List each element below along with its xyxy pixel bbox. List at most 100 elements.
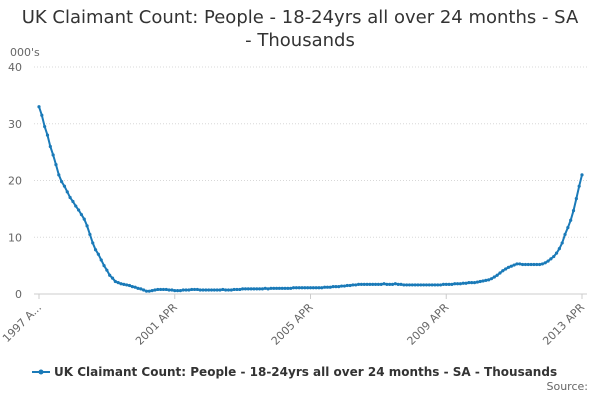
- point: [45, 133, 50, 137]
- point: [306, 286, 310, 290]
- point: [167, 288, 171, 292]
- point: [354, 283, 358, 287]
- point: [243, 287, 248, 291]
- point: [487, 278, 491, 282]
- point: [40, 113, 44, 117]
- point: [323, 285, 327, 289]
- point: [390, 282, 395, 286]
- point: [348, 283, 352, 288]
- point: [413, 283, 417, 287]
- point: [495, 273, 499, 277]
- y-tick-label: 10: [8, 231, 22, 244]
- point: [410, 283, 414, 287]
- point: [546, 259, 550, 263]
- point: [481, 279, 485, 283]
- y-tick-label: 0: [15, 288, 22, 301]
- point: [215, 288, 219, 292]
- point: [274, 286, 279, 290]
- point: [57, 173, 61, 177]
- x-tick-label: 2001 APR: [133, 301, 180, 348]
- point: [113, 279, 117, 284]
- y-tick-label: 30: [8, 118, 22, 131]
- point: [257, 287, 262, 291]
- point: [566, 226, 570, 230]
- point: [246, 287, 250, 291]
- point: [252, 287, 256, 291]
- point: [470, 281, 474, 285]
- point: [356, 282, 361, 286]
- point: [320, 286, 324, 290]
- point: [455, 282, 460, 286]
- point: [198, 288, 202, 292]
- point: [249, 287, 253, 291]
- point: [291, 286, 296, 290]
- point: [484, 278, 488, 282]
- point: [91, 241, 95, 245]
- point: [504, 267, 508, 271]
- point: [62, 184, 67, 188]
- point: [549, 257, 553, 261]
- point: [125, 283, 129, 287]
- point: [156, 287, 160, 292]
- point: [359, 282, 364, 286]
- point: [238, 287, 242, 292]
- point: [65, 190, 69, 194]
- point: [574, 197, 578, 201]
- point: [345, 283, 349, 288]
- point: [523, 262, 528, 267]
- point: [371, 282, 375, 286]
- point: [116, 281, 120, 285]
- point: [554, 251, 559, 255]
- point: [557, 247, 561, 251]
- point: [76, 208, 81, 212]
- point: [170, 288, 174, 292]
- point: [187, 288, 191, 292]
- point: [464, 281, 468, 285]
- point: [303, 286, 307, 290]
- point: [255, 287, 259, 291]
- point: [512, 263, 516, 267]
- point: [88, 232, 92, 237]
- legend-swatch-marker: [38, 369, 44, 375]
- point: [226, 288, 231, 292]
- point: [201, 288, 205, 292]
- point: [144, 289, 149, 293]
- point: [153, 288, 157, 292]
- point: [300, 286, 304, 290]
- point: [37, 105, 41, 109]
- point: [308, 286, 313, 290]
- point: [266, 287, 270, 291]
- point: [444, 282, 448, 286]
- x-tick-label: 1997 A...: [0, 301, 44, 345]
- point: [139, 287, 143, 291]
- point: [571, 208, 576, 213]
- point: [311, 286, 315, 290]
- point: [289, 286, 293, 290]
- point: [195, 287, 199, 292]
- point: [314, 286, 318, 290]
- x-tick-label: 2009 APR: [404, 301, 451, 348]
- point: [422, 283, 426, 287]
- point: [294, 286, 298, 290]
- x-tick-label: 2013 APR: [540, 301, 587, 348]
- y-tick-label: 20: [8, 175, 22, 188]
- point: [147, 289, 151, 293]
- point: [472, 281, 477, 285]
- point: [232, 287, 236, 292]
- point: [518, 262, 522, 266]
- point: [342, 284, 347, 288]
- point: [43, 124, 47, 129]
- point: [130, 285, 134, 289]
- point: [181, 288, 185, 292]
- point: [85, 224, 89, 228]
- point: [438, 283, 443, 287]
- point: [260, 287, 265, 291]
- point: [379, 282, 383, 286]
- point: [272, 286, 276, 290]
- line: [38, 106, 583, 293]
- point: [529, 262, 533, 267]
- point: [74, 204, 78, 208]
- point: [506, 265, 511, 269]
- point: [110, 276, 115, 280]
- point: [175, 288, 180, 293]
